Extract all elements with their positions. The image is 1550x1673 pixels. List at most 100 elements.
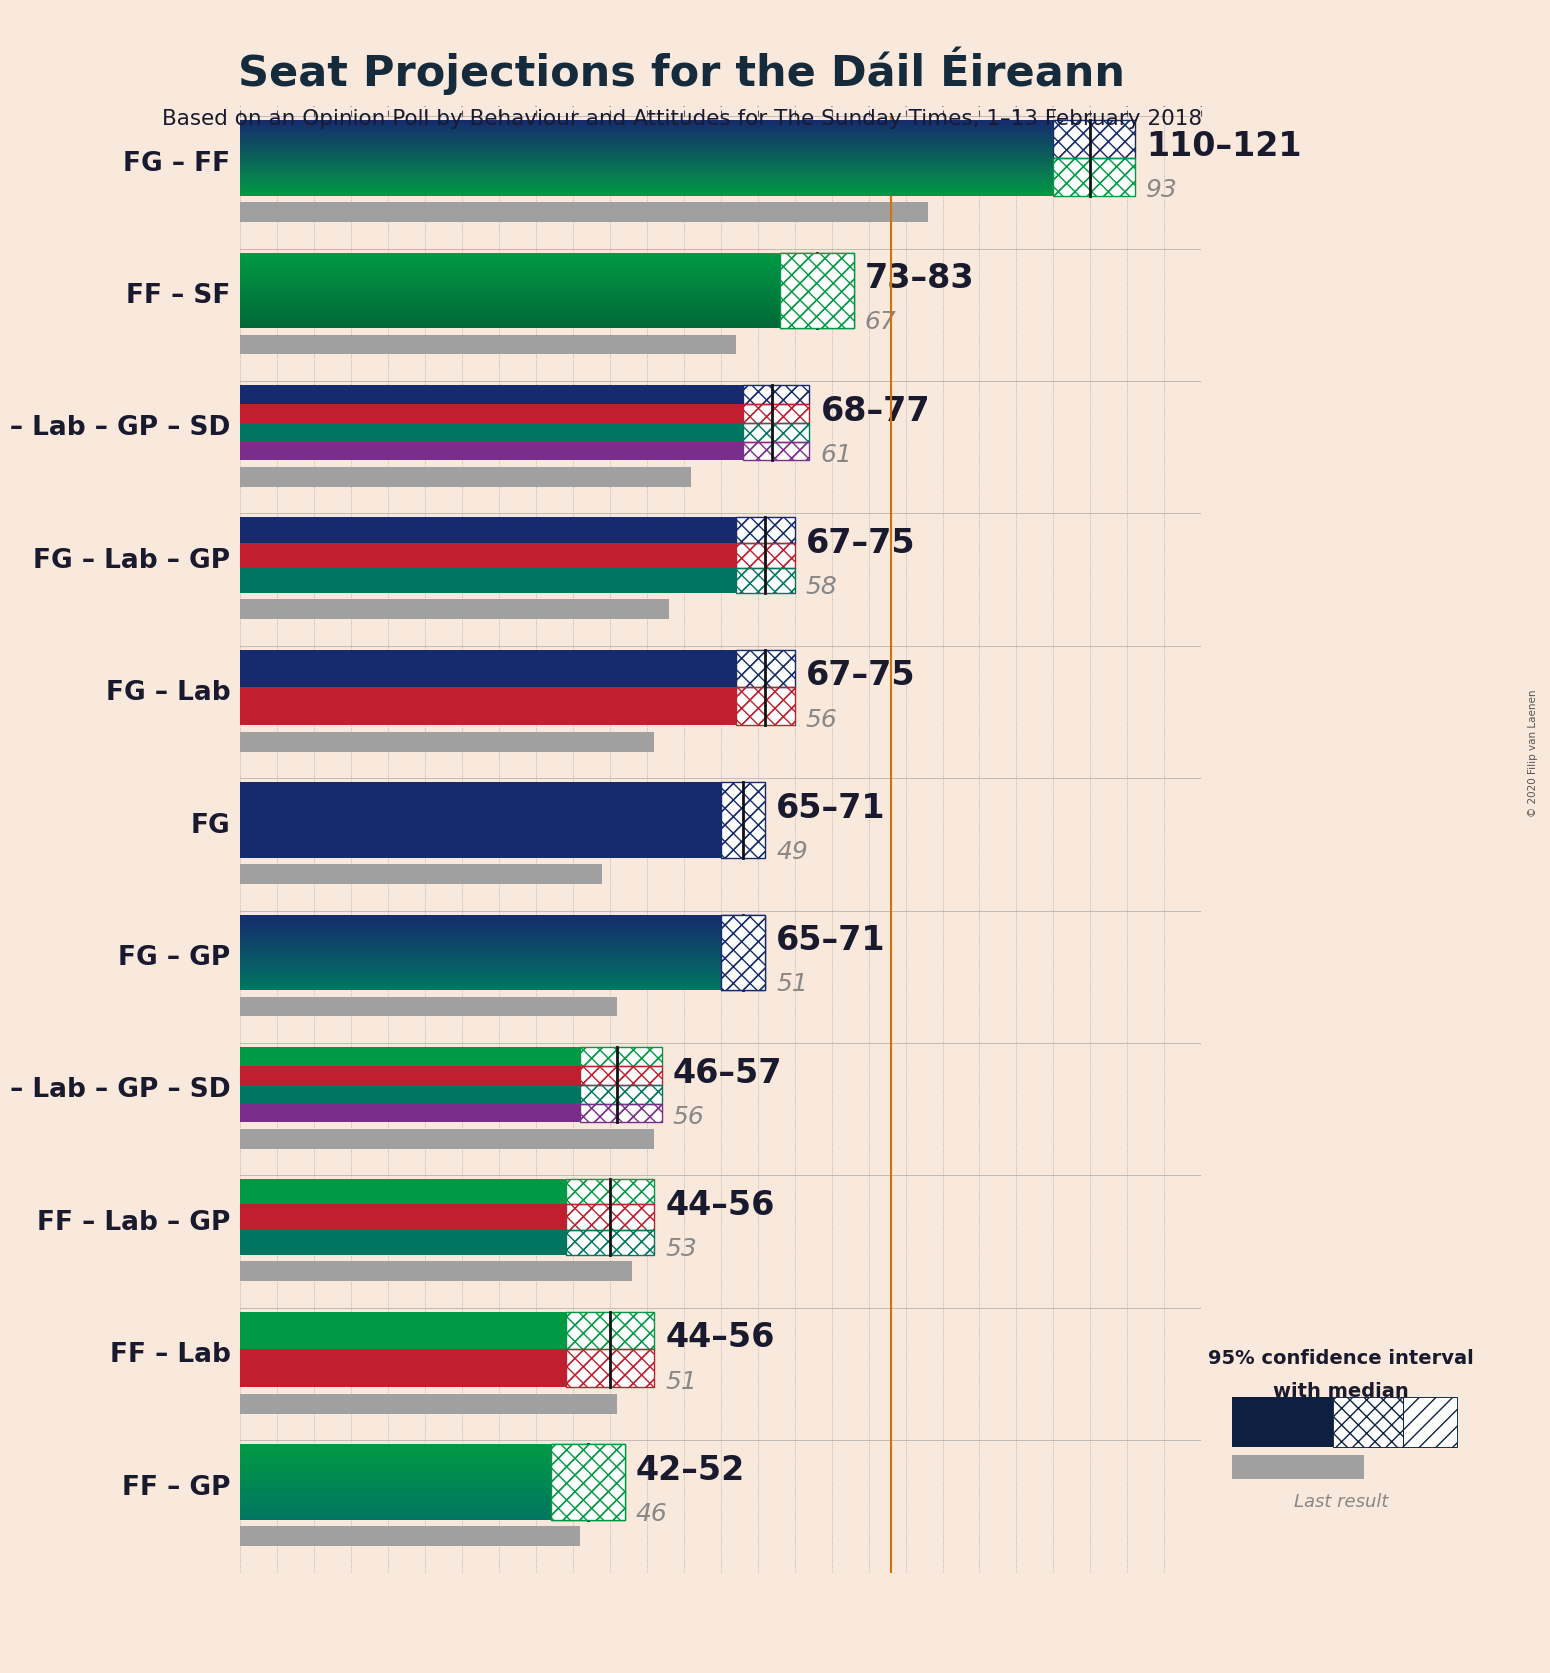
- Bar: [780, 253, 854, 291]
- Bar: [742, 423, 809, 442]
- Bar: [240, 865, 603, 885]
- Bar: [240, 519, 736, 544]
- Bar: [566, 1230, 654, 1255]
- Bar: [566, 1205, 654, 1230]
- Bar: [736, 569, 795, 594]
- Bar: [742, 423, 809, 442]
- Bar: [240, 1066, 580, 1086]
- Bar: [580, 1066, 662, 1086]
- Bar: [736, 519, 795, 544]
- Bar: [736, 688, 795, 726]
- Text: 53: 53: [665, 1236, 698, 1260]
- Bar: [736, 544, 795, 569]
- Bar: [742, 405, 809, 423]
- Bar: [240, 688, 736, 726]
- Bar: [566, 1179, 654, 1205]
- Bar: [240, 335, 736, 355]
- Bar: [550, 1482, 625, 1519]
- Text: 67–75: 67–75: [806, 527, 916, 560]
- Bar: [566, 1230, 654, 1255]
- Text: Last result: Last result: [1294, 1492, 1387, 1511]
- Bar: [780, 291, 854, 330]
- Bar: [736, 651, 795, 688]
- Text: 44–56: 44–56: [665, 1320, 775, 1353]
- Text: 42–52: 42–52: [636, 1452, 746, 1486]
- Bar: [780, 291, 854, 330]
- Bar: [240, 120, 1054, 159]
- Bar: [580, 1086, 662, 1104]
- Bar: [240, 1482, 550, 1519]
- Bar: [780, 253, 854, 330]
- Bar: [736, 651, 795, 688]
- Bar: [240, 952, 721, 990]
- Bar: [780, 253, 854, 291]
- Bar: [240, 253, 780, 291]
- Bar: [566, 1350, 654, 1387]
- Bar: [566, 1312, 654, 1350]
- Bar: [736, 544, 795, 569]
- Bar: [240, 1047, 580, 1066]
- Bar: [742, 405, 809, 423]
- Bar: [721, 915, 766, 952]
- Bar: [240, 442, 742, 462]
- Bar: [580, 1104, 662, 1123]
- Bar: [240, 783, 721, 858]
- Text: 65–71: 65–71: [777, 791, 885, 825]
- Text: with median: with median: [1273, 1382, 1409, 1400]
- Bar: [580, 1086, 662, 1104]
- Bar: [721, 915, 766, 990]
- Bar: [240, 202, 928, 223]
- Bar: [1054, 120, 1135, 159]
- Bar: [721, 915, 766, 952]
- Bar: [240, 651, 736, 688]
- Bar: [580, 1047, 662, 1066]
- Bar: [550, 1444, 625, 1519]
- Bar: [240, 1350, 566, 1387]
- Bar: [550, 1444, 625, 1482]
- Bar: [566, 1230, 654, 1255]
- Bar: [240, 291, 780, 330]
- Text: 73–83: 73–83: [865, 263, 975, 294]
- Bar: [240, 544, 736, 569]
- Bar: [580, 1047, 662, 1066]
- Text: 65–71: 65–71: [777, 923, 885, 957]
- Bar: [566, 1179, 654, 1205]
- Bar: [580, 1104, 662, 1123]
- Bar: [780, 291, 854, 330]
- Bar: [240, 1444, 550, 1482]
- Bar: [742, 442, 809, 462]
- Bar: [240, 1179, 566, 1205]
- Bar: [1054, 159, 1135, 196]
- Bar: [780, 253, 854, 330]
- Bar: [742, 442, 809, 462]
- Bar: [736, 569, 795, 594]
- Bar: [580, 1066, 662, 1086]
- Text: 56: 56: [673, 1104, 704, 1128]
- Bar: [580, 1066, 662, 1086]
- Text: 46: 46: [636, 1501, 668, 1526]
- Bar: [566, 1312, 654, 1350]
- Bar: [736, 569, 795, 594]
- Bar: [550, 1482, 625, 1519]
- Bar: [721, 915, 766, 990]
- Bar: [736, 651, 795, 688]
- Bar: [240, 1261, 632, 1282]
- Bar: [566, 1350, 654, 1387]
- Bar: [240, 997, 617, 1017]
- Bar: [240, 569, 736, 594]
- Bar: [580, 1047, 662, 1066]
- Bar: [566, 1350, 654, 1387]
- Bar: [742, 386, 809, 405]
- Bar: [736, 569, 795, 594]
- Bar: [566, 1312, 654, 1350]
- Bar: [721, 783, 766, 858]
- Bar: [721, 915, 766, 990]
- Text: 93: 93: [1145, 177, 1178, 202]
- Bar: [566, 1350, 654, 1387]
- Bar: [721, 783, 766, 858]
- Bar: [736, 688, 795, 726]
- Bar: [736, 688, 795, 726]
- Bar: [742, 423, 809, 442]
- Text: 44–56: 44–56: [665, 1188, 775, 1221]
- Bar: [721, 952, 766, 990]
